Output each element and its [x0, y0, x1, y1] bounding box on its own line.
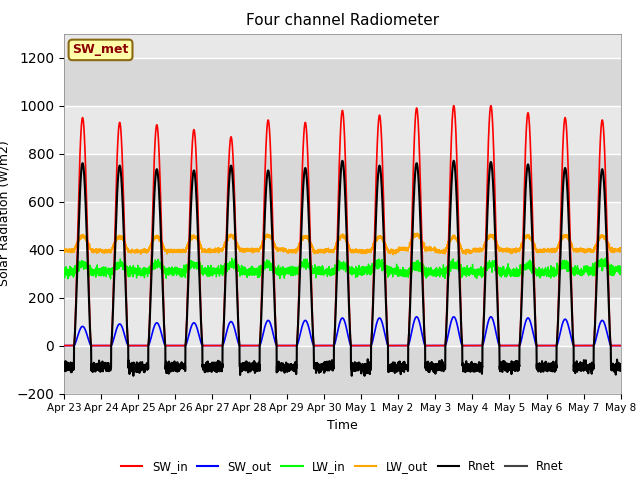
LW_out — [436, 249, 444, 255]
Rnet — [161, 325, 168, 331]
SW_in — [499, 343, 507, 348]
Y-axis label: Solar Radiation (W/m2): Solar Radiation (W/m2) — [0, 141, 11, 287]
Title: Four channel Radiometer: Four channel Radiometer — [246, 13, 439, 28]
SW_out — [616, 343, 624, 348]
SW_in — [322, 343, 330, 348]
LW_out — [616, 246, 624, 252]
Rnet — [499, 365, 507, 371]
Line: SW_in: SW_in — [64, 106, 621, 346]
LW_in — [499, 268, 507, 274]
SW_out — [617, 343, 625, 348]
LW_in — [322, 267, 330, 273]
LW_out — [617, 245, 625, 251]
Bar — [64, 202, 621, 250]
LW_out — [413, 230, 421, 236]
LW_out — [322, 247, 330, 253]
SW_in — [160, 317, 168, 323]
SW_out — [487, 314, 495, 320]
Rnet — [129, 373, 137, 379]
Bar — [64, 58, 621, 106]
LW_in — [617, 270, 625, 276]
Line: Rnet: Rnet — [64, 161, 621, 376]
LW_in — [467, 269, 475, 275]
LW_in — [107, 276, 115, 282]
Bar — [64, 298, 621, 346]
Bar — [64, 250, 621, 298]
LW_out — [468, 248, 476, 254]
LW_out — [499, 247, 507, 253]
Rnet — [468, 366, 476, 372]
Rnet — [60, 360, 68, 365]
LW_out — [160, 245, 168, 251]
Bar — [64, 106, 621, 154]
Line: LW_in: LW_in — [64, 258, 621, 279]
Line: SW_out: SW_out — [64, 317, 621, 346]
SW_in — [617, 343, 625, 348]
LW_in — [436, 269, 444, 275]
LW_in — [616, 268, 624, 274]
LW_in — [60, 267, 68, 273]
SW_out — [60, 343, 68, 348]
SW_out — [160, 340, 168, 346]
Bar — [64, 154, 621, 202]
Rnet — [436, 367, 444, 373]
SW_out — [499, 343, 507, 348]
Bar — [64, 346, 621, 394]
SW_in — [616, 343, 624, 348]
Rnet — [450, 158, 458, 164]
SW_in — [487, 103, 495, 108]
X-axis label: Time: Time — [327, 419, 358, 432]
SW_in — [467, 343, 475, 348]
LW_out — [60, 249, 68, 254]
Rnet — [617, 361, 625, 367]
Text: SW_met: SW_met — [72, 43, 129, 56]
Legend: SW_in, SW_out, LW_in, LW_out, Rnet, Rnet: SW_in, SW_out, LW_in, LW_out, Rnet, Rnet — [116, 455, 568, 478]
Rnet — [616, 364, 624, 370]
SW_out — [467, 343, 475, 348]
LW_in — [161, 271, 168, 276]
LW_out — [389, 252, 397, 257]
SW_out — [436, 343, 444, 348]
Rnet — [322, 362, 330, 368]
SW_in — [436, 343, 444, 348]
SW_in — [60, 343, 68, 348]
SW_out — [322, 343, 330, 348]
LW_in — [602, 255, 609, 261]
Line: LW_out: LW_out — [64, 233, 621, 254]
